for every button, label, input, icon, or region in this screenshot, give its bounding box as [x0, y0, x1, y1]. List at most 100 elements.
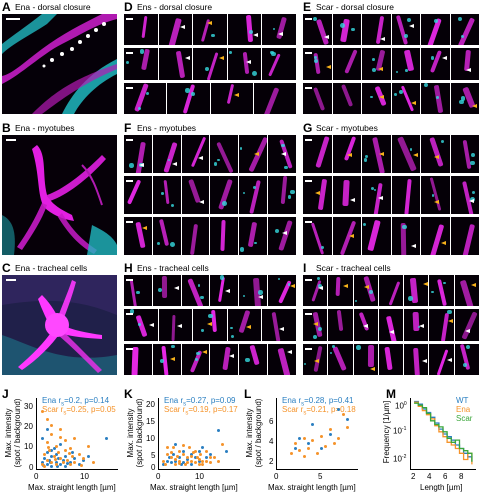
montage-row — [303, 217, 479, 255]
scar-data-point — [205, 459, 209, 463]
montage-tile — [404, 309, 429, 341]
filopodium-shape — [159, 218, 170, 246]
filopodium-shape — [131, 346, 139, 375]
cyan-spot — [213, 162, 217, 166]
montage-tile — [450, 217, 479, 255]
scar-data-point — [67, 451, 71, 455]
cyan-spot — [408, 296, 413, 301]
y-tick-label: 0 — [151, 463, 156, 472]
montage-i — [303, 275, 479, 375]
cyan-spot — [200, 295, 204, 300]
line-plot-canvas — [414, 400, 473, 465]
arrowhead-marker — [447, 318, 453, 323]
montage-tile — [227, 309, 262, 341]
panel-title-d: Ens - dorsal closure — [137, 2, 213, 12]
filopodium-shape — [403, 49, 414, 72]
ena-data-point — [66, 461, 70, 465]
scar-data-point — [341, 413, 345, 417]
y-axis — [158, 398, 159, 470]
montage-tile — [262, 309, 296, 341]
scar-data-point — [289, 451, 293, 455]
cyan-spot — [436, 96, 439, 100]
montage-tile — [239, 176, 268, 214]
montage-tile — [391, 14, 420, 46]
montage-tile — [450, 48, 479, 80]
montage-tile — [429, 275, 454, 307]
montage-tile — [193, 14, 227, 46]
arrowhead-marker — [207, 21, 213, 26]
cyan-spot — [270, 50, 274, 55]
montage-row — [303, 343, 479, 375]
arrowhead-marker — [313, 322, 319, 327]
x-tick-label: 0 — [34, 472, 39, 481]
y-axis-label: Max. intensity (spot / background) — [245, 398, 263, 468]
scar-data-point — [181, 452, 185, 456]
x-tick-label: 8 — [459, 472, 464, 481]
filopodium-shape — [135, 315, 148, 338]
panel-title-f: Ens - myotubes — [137, 123, 197, 133]
scar-data-point — [332, 442, 336, 446]
cyan-spot — [471, 190, 475, 194]
filopodium-shape — [367, 344, 374, 367]
montage-tile — [332, 176, 361, 214]
montage-tile — [158, 14, 193, 46]
ena-stat-label: Ena rs=0.27, p=0.09 — [164, 396, 236, 408]
cyan-spot — [161, 191, 165, 195]
filopodium-shape — [339, 220, 356, 255]
montage-tile — [152, 176, 181, 214]
cyan-spot — [312, 334, 317, 339]
cyan-spot — [242, 191, 246, 194]
montage-h — [124, 275, 296, 375]
montage-tile — [362, 176, 391, 214]
cyan-spot — [170, 344, 175, 349]
scar-data-point — [213, 456, 217, 460]
y-tick-label: 20 — [146, 400, 155, 409]
cyan-spot — [230, 334, 235, 339]
y-tick-label: 30 — [24, 402, 33, 411]
montage-tile — [454, 309, 479, 341]
legend-ena: Ena — [456, 405, 471, 414]
cyan-spot — [466, 344, 471, 349]
arrowhead-marker — [287, 350, 293, 355]
ena-data-point — [50, 449, 54, 452]
filopodium-shape — [315, 19, 329, 46]
montage-tile — [421, 135, 450, 173]
cyan-spot — [430, 56, 435, 60]
filopodium-shape — [457, 17, 475, 46]
arrowhead-marker — [228, 353, 234, 358]
scar-data-point — [58, 436, 62, 440]
scar-data-point — [77, 452, 81, 456]
panel-letter-f: F — [124, 121, 132, 135]
filopodium-shape — [412, 311, 419, 332]
montage-tile — [429, 343, 454, 375]
arrowhead-marker — [422, 282, 428, 287]
panel-letter-c: C — [2, 261, 11, 275]
cyan-spot — [205, 67, 210, 72]
scar-data-point — [59, 427, 63, 431]
scar-data-point — [319, 435, 323, 439]
arrowhead-marker — [219, 56, 225, 60]
panel-letter-e: E — [303, 0, 312, 14]
cyan-spot — [459, 100, 464, 105]
montage-row — [124, 275, 296, 307]
ena-data-point — [70, 450, 74, 454]
panel-title-e: Scar - dorsal closure — [316, 2, 394, 12]
cyan-spot — [431, 193, 435, 197]
scar-data-point — [197, 463, 201, 467]
scar-data-point — [50, 433, 54, 437]
montage-tile — [362, 14, 391, 46]
scar-data-point — [174, 463, 178, 467]
arrowhead-marker — [364, 284, 370, 289]
montage-tile — [404, 275, 429, 307]
montage-tile — [158, 309, 193, 341]
cyan-spot — [371, 187, 375, 191]
scar-data-point — [311, 439, 315, 443]
cyan-spot — [313, 58, 318, 63]
montage-tile — [391, 48, 420, 80]
montage-tile — [268, 275, 296, 307]
y-tick-label: 6 — [269, 417, 274, 426]
montage-row — [124, 48, 296, 80]
panel-letter-k: K — [124, 387, 133, 401]
cyan-spot — [217, 158, 220, 162]
montage-tile — [328, 275, 353, 307]
